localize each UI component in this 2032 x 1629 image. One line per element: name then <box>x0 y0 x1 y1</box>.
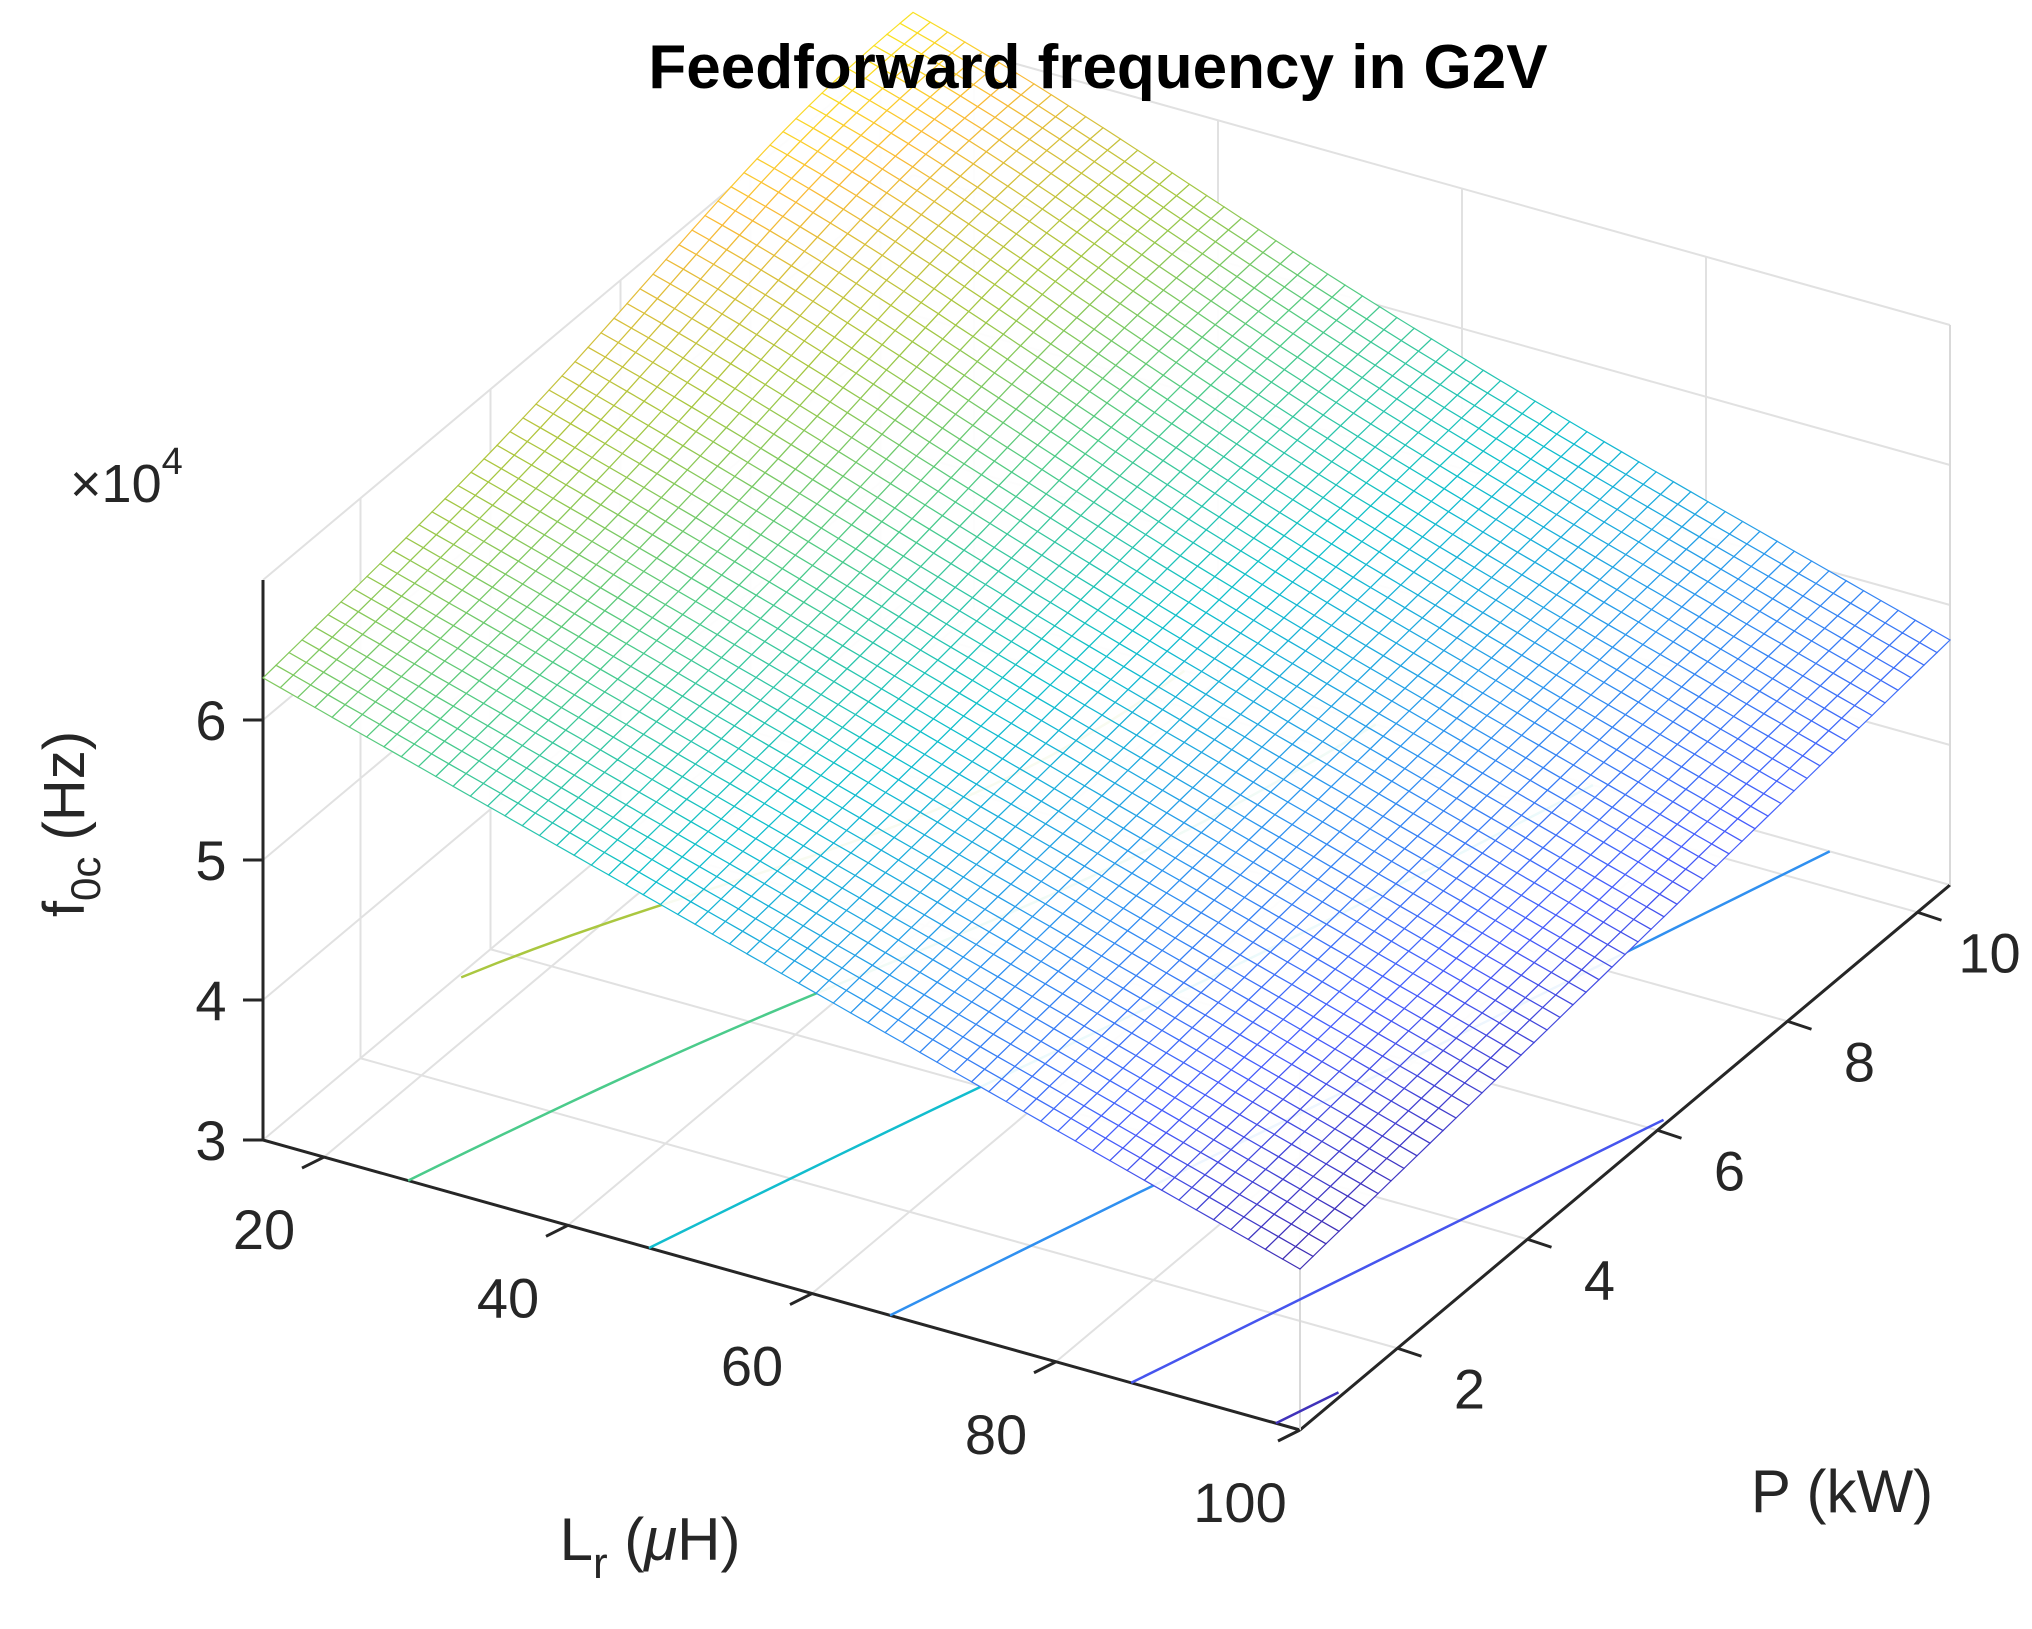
x-label-sub: r <box>593 1539 608 1588</box>
z-multiplier: ×104 <box>70 441 183 514</box>
z-label-main: f <box>32 900 97 917</box>
x-tick <box>1033 1360 1057 1375</box>
y-tick-label: 6 <box>1714 1139 1745 1202</box>
x-tick-label: 20 <box>233 1198 295 1261</box>
z-multiplier-prefix: ×10 <box>70 454 162 514</box>
x-label-tail: H) <box>677 1506 740 1573</box>
contour-line <box>1130 1118 1665 1384</box>
x-tick-label: 80 <box>965 1403 1027 1466</box>
y-tick <box>1397 1346 1422 1358</box>
x-tick-label: 60 <box>721 1335 783 1398</box>
x-tick <box>301 1155 325 1170</box>
grid-line-floor-y <box>360 1057 1398 1350</box>
z-tick-label: 5 <box>195 829 226 892</box>
x-tick <box>789 1292 813 1306</box>
x-tick-label: 40 <box>477 1266 539 1329</box>
x-tick-label: 100 <box>1193 1471 1286 1534</box>
z-tick-label: 3 <box>195 1109 226 1172</box>
x-label-main: L <box>560 1506 593 1573</box>
y-tick-label: 2 <box>1454 1357 1485 1420</box>
surface-mesh <box>262 11 1951 1270</box>
z-label-sub: 0c <box>62 857 109 901</box>
y-tick <box>1657 1128 1682 1140</box>
x-label-greek: μ <box>642 1506 677 1573</box>
contour-line <box>1275 1391 1340 1425</box>
x-axis-line <box>262 1138 1301 1432</box>
x-tick <box>545 1223 569 1238</box>
y-tick-label: 4 <box>1584 1248 1615 1311</box>
z-tick-label: 6 <box>195 689 226 752</box>
surface-cell <box>1281 1245 1314 1270</box>
x-tick <box>1277 1428 1301 1443</box>
y-tick <box>1527 1237 1552 1249</box>
grid-line-back-z <box>912 34 1951 326</box>
chart-title: Feedforward frequency in G2V <box>648 33 1547 102</box>
y-tick <box>1917 910 1942 922</box>
axis-ticks: 20 40 60 80 100 2 4 6 8 10 3 4 5 6 <box>195 689 2020 1534</box>
z-tick-label: 4 <box>195 969 226 1032</box>
x-axis-label: Lr (μH) <box>560 1506 741 1588</box>
z-multiplier-exponent: 4 <box>162 441 183 483</box>
z-label-rest: (Hz) <box>32 731 97 857</box>
y-tick <box>1787 1019 1812 1031</box>
y-axis-line <box>1299 883 1951 1432</box>
y-tick-label: 8 <box>1844 1030 1875 1093</box>
z-axis-label: f0c (Hz) <box>32 731 109 917</box>
x-label-rest: ( <box>608 1506 645 1573</box>
y-axis-label: P (kW) <box>1751 1458 1933 1525</box>
y-tick-label: 10 <box>1958 921 2020 984</box>
